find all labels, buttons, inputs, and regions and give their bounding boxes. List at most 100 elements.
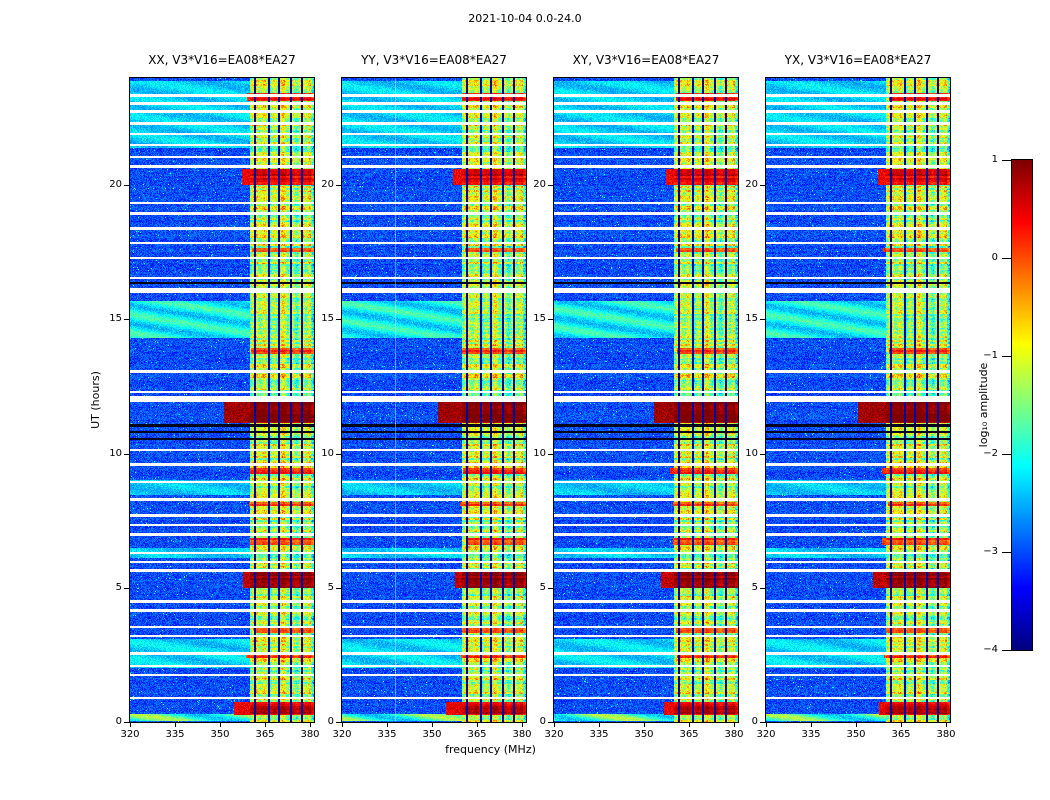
spectrogram-xy [553,77,739,723]
x-tick [432,723,433,727]
y-tick-label: 5 [115,582,122,593]
x-tick-label: 335 [165,729,185,740]
x-tick-label: 350 [846,729,866,740]
y-tick-label: 10 [321,448,334,459]
colorbar-label: log₁₀ amplitude [977,362,990,448]
x-tick [477,723,478,727]
x-tick-label: 380 [936,729,956,740]
y-tick-label: 20 [109,179,122,190]
y-tick [124,722,129,723]
x-tick [644,723,645,727]
figure-title: 2021-10-04 0.0-24.0 [468,12,582,25]
y-tick [124,319,129,320]
y-tick-label: 0 [539,716,546,727]
y-tick [336,722,341,723]
x-tick [175,723,176,727]
x-tick [342,723,343,727]
panel-title-yy: YY, V3*V16=EA08*EA27 [361,53,507,67]
spectrogram-yx [765,77,951,723]
y-tick-label: 5 [751,582,758,593]
x-tick-label: 320 [756,729,776,740]
y-tick-label: 20 [321,179,334,190]
x-tick [856,723,857,727]
x-tick [734,723,735,727]
y-axis-label: UT (hours) [89,371,102,429]
x-tick [265,723,266,727]
x-tick-label: 320 [120,729,140,740]
y-tick [336,588,341,589]
y-tick-label: 5 [539,582,546,593]
x-tick-label: 320 [332,729,352,740]
y-tick [760,319,765,320]
x-tick [310,723,311,727]
colorbar-tick-label: −3 [983,546,998,557]
y-tick [760,722,765,723]
y-tick [124,185,129,186]
x-tick-label: 335 [589,729,609,740]
x-tick-label: 365 [467,729,487,740]
x-tick [599,723,600,727]
y-tick-label: 15 [109,313,122,324]
y-tick [336,319,341,320]
colorbar-tick-label: −1 [983,350,998,361]
x-tick [522,723,523,727]
y-tick-label: 0 [751,716,758,727]
x-tick-label: 380 [300,729,320,740]
x-tick-label: 350 [210,729,230,740]
colorbar-tick [1002,258,1011,259]
y-tick [548,588,553,589]
y-tick [760,454,765,455]
spectrogram-yy [341,77,527,723]
y-tick-label: 20 [533,179,546,190]
x-tick [689,723,690,727]
y-tick-label: 20 [745,179,758,190]
x-tick-label: 380 [512,729,532,740]
colorbar-tick-label: −2 [983,448,998,459]
y-tick-label: 15 [745,313,758,324]
colorbar-tick [1002,650,1011,651]
y-tick-label: 15 [533,313,546,324]
x-tick-label: 365 [255,729,275,740]
x-tick [766,723,767,727]
colorbar-tick [1002,552,1011,553]
colorbar-tick-label: 0 [991,252,998,263]
x-tick [220,723,221,727]
y-tick [336,185,341,186]
y-tick-label: 0 [327,716,334,727]
x-tick-label: 335 [377,729,397,740]
x-tick-label: 380 [724,729,744,740]
y-tick-label: 10 [745,448,758,459]
x-tick-label: 350 [634,729,654,740]
y-tick [124,454,129,455]
colorbar-tick [1002,356,1011,357]
y-tick [124,588,129,589]
y-tick-label: 5 [327,582,334,593]
y-tick-label: 10 [109,448,122,459]
x-tick [387,723,388,727]
x-axis-label: frequency (MHz) [445,743,536,756]
x-tick-label: 365 [679,729,699,740]
x-tick [901,723,902,727]
y-tick [548,454,553,455]
y-tick [548,185,553,186]
y-tick [548,722,553,723]
panel-title-xy: XY, V3*V16=EA08*EA27 [572,53,720,67]
y-tick [336,454,341,455]
y-tick-label: 15 [321,313,334,324]
spectrogram-xx [129,77,315,723]
x-tick [554,723,555,727]
x-tick-label: 350 [422,729,442,740]
x-tick-label: 335 [801,729,821,740]
x-tick-label: 320 [544,729,564,740]
panel-title-yx: YX, V3*V16=EA08*EA27 [784,53,932,67]
colorbar-tick-label: 1 [991,154,998,165]
y-tick-label: 0 [115,716,122,727]
y-tick [760,185,765,186]
x-tick [130,723,131,727]
x-tick [811,723,812,727]
colorbar-tick [1002,454,1011,455]
colorbar-tick [1002,160,1011,161]
y-tick-label: 10 [533,448,546,459]
x-tick-label: 365 [891,729,911,740]
